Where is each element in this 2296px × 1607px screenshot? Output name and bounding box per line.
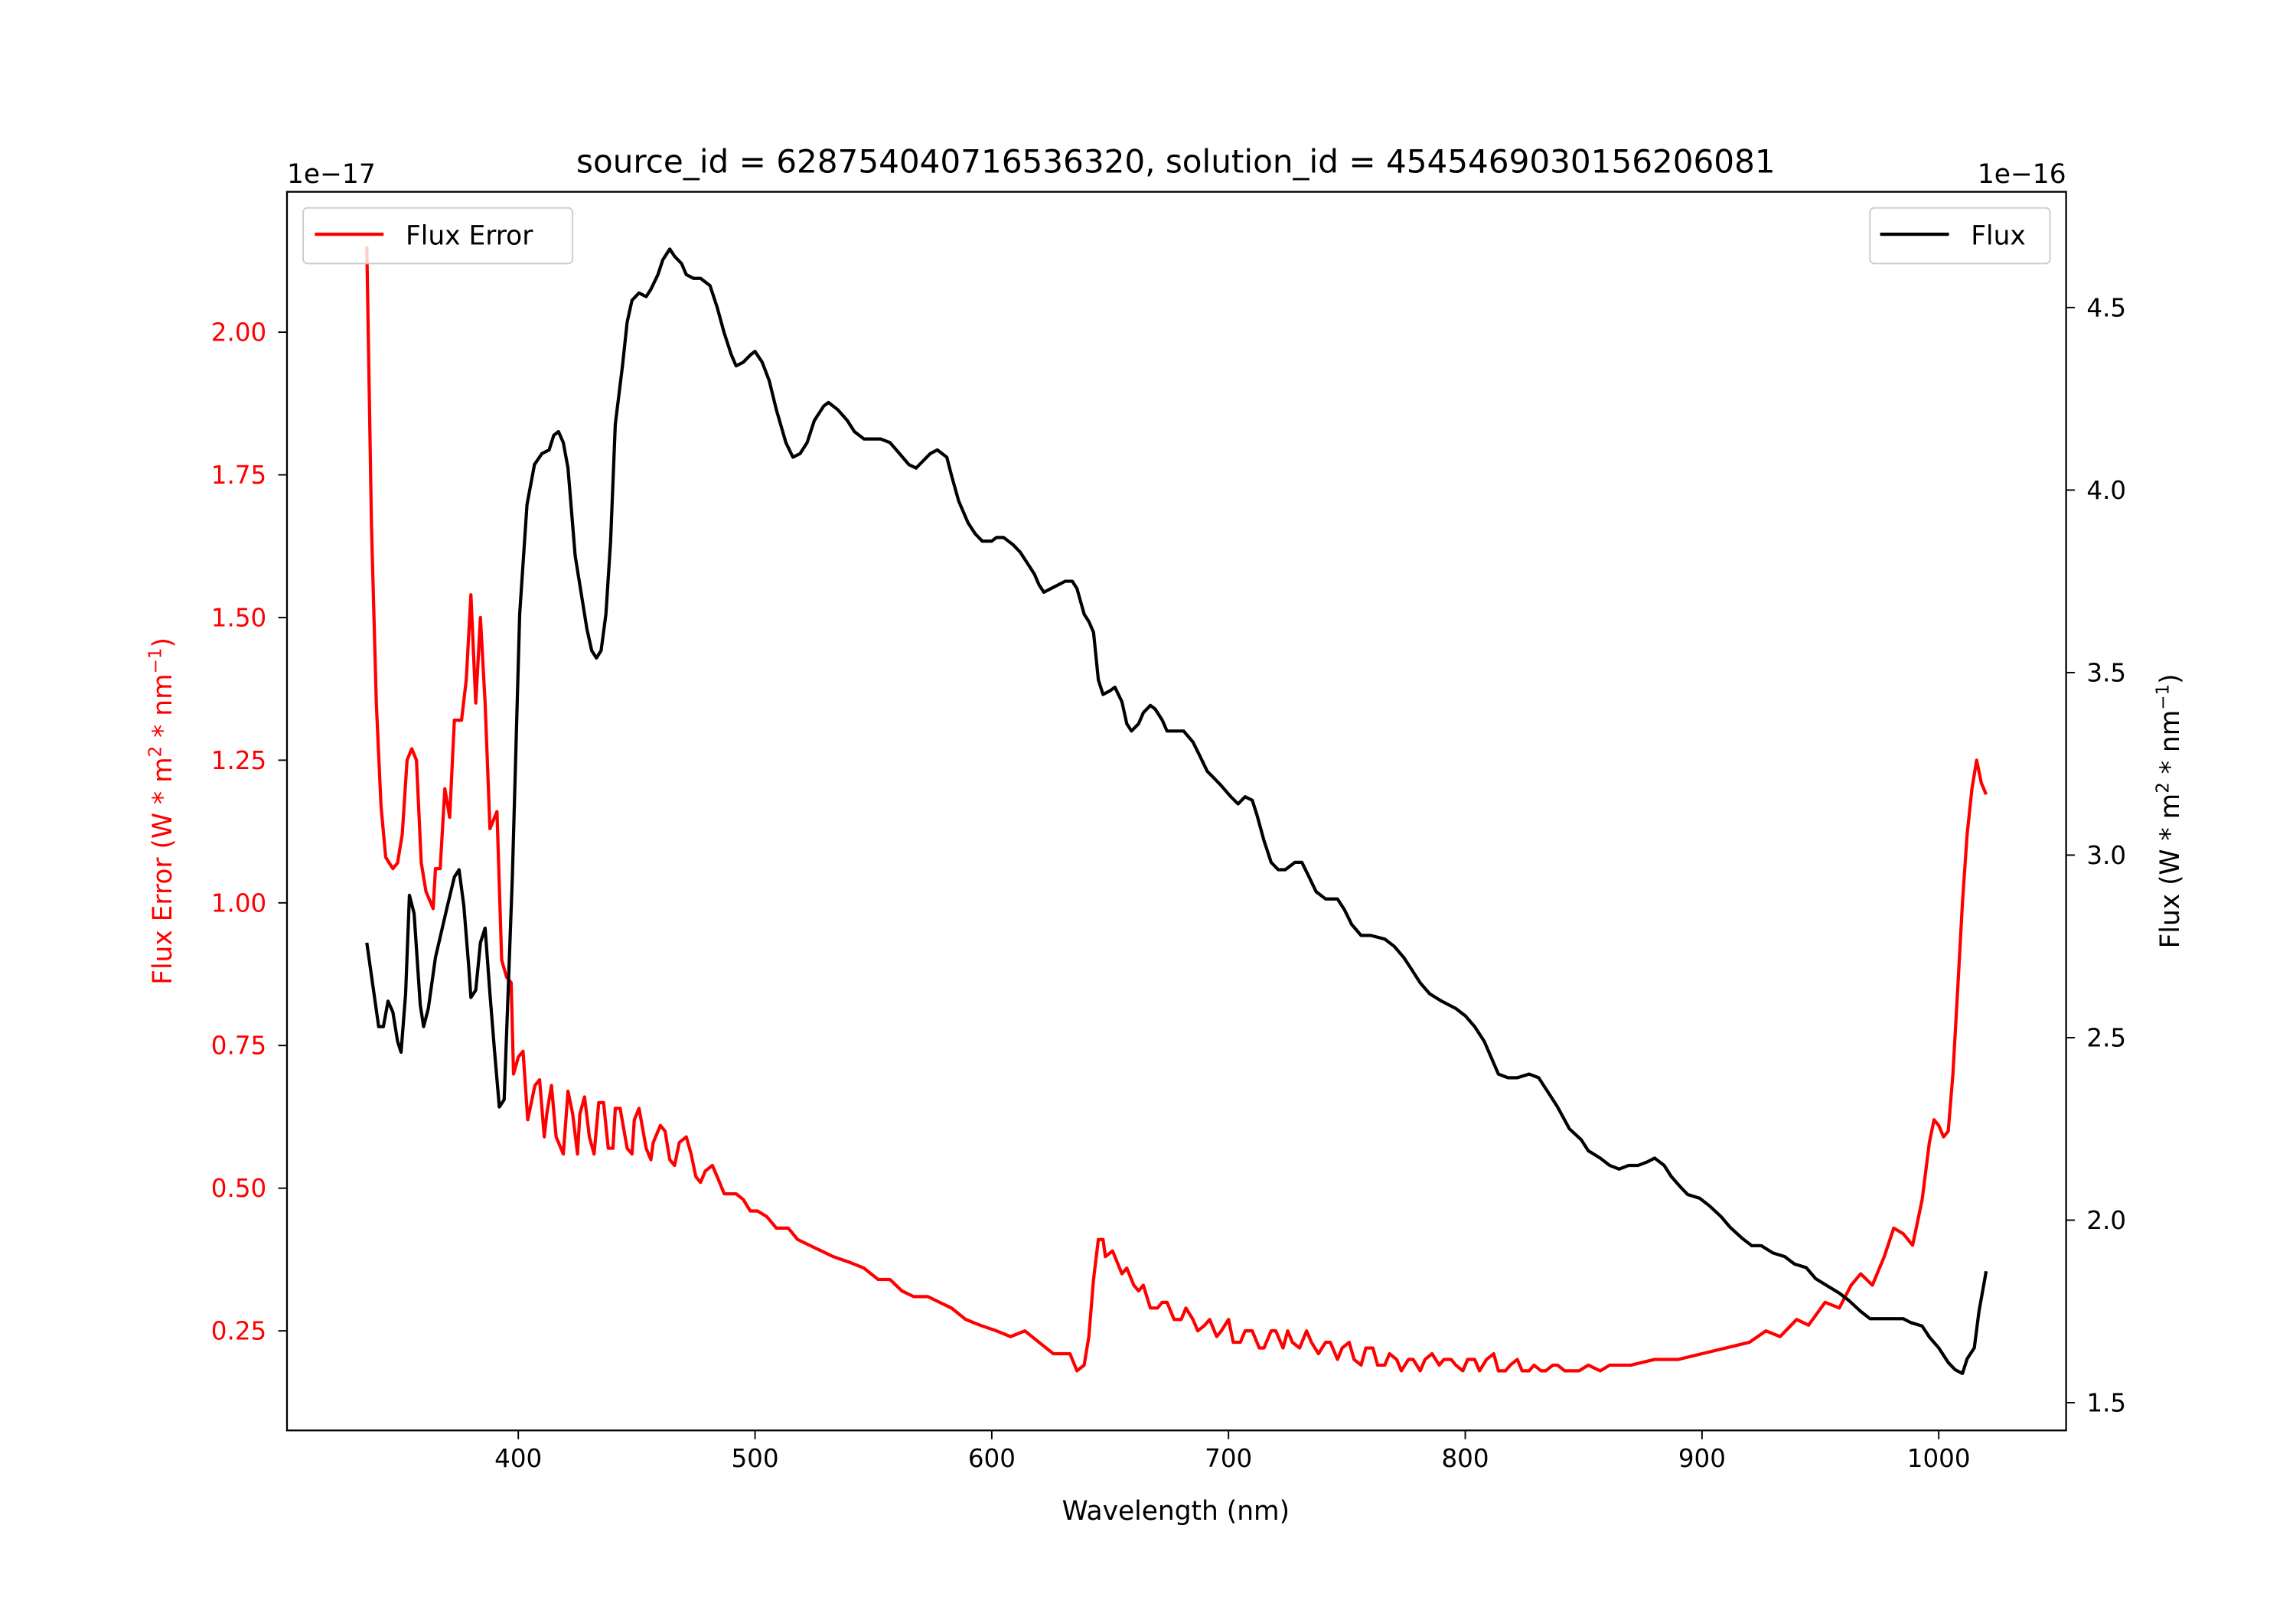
right-y-tick-label: 2.0 <box>2086 1206 2126 1235</box>
left-axis-label-sup: −1 <box>145 648 165 674</box>
left-y-tick-label: 1.00 <box>211 888 266 918</box>
right-axis-label-sup: −1 <box>2154 684 2174 710</box>
right-axis-label: Flux (W * m2 * nm−1) <box>2154 673 2186 948</box>
right-y-tick-label: 3.0 <box>2086 841 2126 870</box>
x-tick-label: 600 <box>968 1444 1016 1473</box>
right-y-tick-label: 4.5 <box>2086 293 2126 322</box>
left-y-tick-label: 1.50 <box>211 603 266 632</box>
right-y-tick-label: 4.0 <box>2086 476 2126 505</box>
right-y-tick-label: 1.5 <box>2086 1388 2126 1417</box>
right-axis-label-part: Flux (W * m <box>2155 794 2186 949</box>
chart-title: source_id = 628754040716536320, solution… <box>576 143 1776 181</box>
left-offset-text: 1e−17 <box>287 159 376 190</box>
legend-box <box>302 207 574 265</box>
legend-flux-error: Flux Error <box>302 207 574 265</box>
x-tick-label: 1000 <box>1907 1444 1971 1473</box>
x-tick-label: 500 <box>732 1444 779 1473</box>
left-y-tick-label: 0.25 <box>211 1317 266 1346</box>
x-tick-label: 800 <box>1442 1444 1489 1473</box>
left-y-tick-label: 1.25 <box>211 746 266 775</box>
left-y-tick-label: 1.75 <box>211 461 266 490</box>
right-y-tick-label: 2.5 <box>2086 1023 2126 1052</box>
ticks-layer: 400 500 600 700 800 900 1000 0.25 0.50 0.75 1.00 1.… <box>211 293 2126 1473</box>
left-axis-label: Flux Error (W * m2 * nm−1) <box>145 637 178 985</box>
legend-flux: Flux <box>1869 207 2051 265</box>
legend-label-flux-error: Flux Error <box>406 221 533 252</box>
right-axis-label-part: * nm <box>2155 710 2186 782</box>
legend-box <box>1869 207 2051 265</box>
x-tick-label: 900 <box>1678 1444 1726 1473</box>
series-layer <box>365 246 1988 1375</box>
left-axis-label-part: ) <box>148 637 178 647</box>
x-axis-label: Wavelength (nm) <box>1062 1496 1290 1527</box>
x-tick-label: 400 <box>494 1444 542 1473</box>
series-line-flux-error <box>365 246 1988 1373</box>
left-axis-label-part: Flux Error (W * m <box>148 757 178 984</box>
left-y-tick-label: 2.00 <box>211 318 266 347</box>
right-axis-label-part: ) <box>2155 673 2186 683</box>
left-axis-label-part: * nm <box>148 673 178 745</box>
left-y-tick-label: 0.50 <box>211 1174 266 1203</box>
legend-label-flux: Flux <box>1971 221 2026 252</box>
right-axis-label-sup: 2 <box>2154 782 2174 794</box>
right-y-tick-label: 3.5 <box>2086 658 2126 687</box>
right-offset-text: 1e−16 <box>1978 159 2066 190</box>
left-y-tick-label: 0.75 <box>211 1032 266 1061</box>
series-line-flux <box>365 247 1988 1375</box>
x-tick-label: 700 <box>1205 1444 1252 1473</box>
left-axis-label-sup: 2 <box>145 746 165 758</box>
plot-frame <box>285 191 2067 1432</box>
